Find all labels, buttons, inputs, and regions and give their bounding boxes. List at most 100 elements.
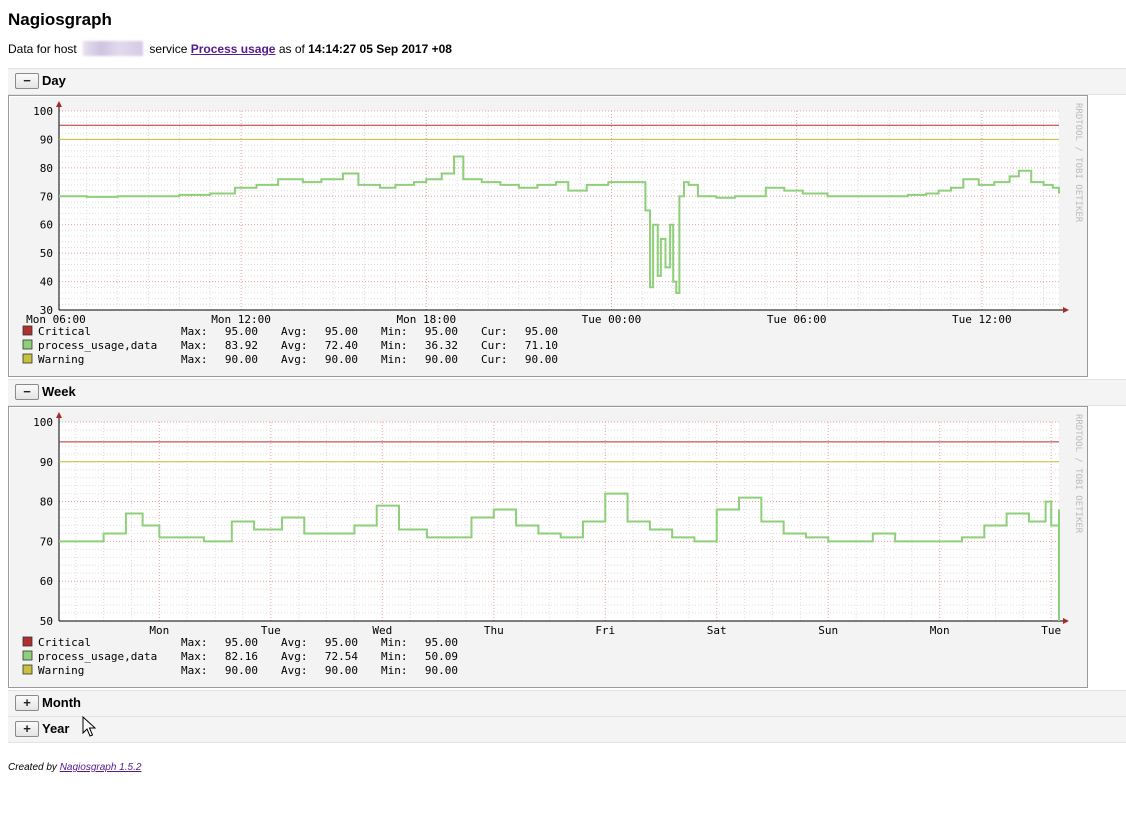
legend-min-label: Min: <box>381 664 408 677</box>
legend-max-label: Max: <box>181 636 208 649</box>
as-of-label: as of <box>278 42 305 56</box>
rrdtool-watermark: RRDTOOL / TOBI OETIKER <box>1073 414 1083 534</box>
page-subtitle: Data for host service Process usage as o… <box>8 41 452 56</box>
legend-avg-label: Avg: <box>281 650 308 663</box>
legend-min-value: 95.00 <box>425 636 458 649</box>
legend-min-value: 90.00 <box>425 664 458 677</box>
x-axis-arrow-icon <box>1063 307 1069 313</box>
y-tick-label: 50 <box>40 615 53 628</box>
footer-nagiosgraph-link[interactable]: Nagiosgraph 1.5.2 <box>59 762 142 773</box>
data-for-label: Data for host <box>8 42 77 56</box>
series-line-1 <box>59 155 1060 294</box>
x-tick-label: Mon <box>930 624 950 637</box>
y-tick-label: 90 <box>40 456 53 469</box>
collapse-toggle-week[interactable]: − <box>15 384 39 400</box>
plot-area <box>59 111 1059 310</box>
legend-max-label: Max: <box>181 353 208 366</box>
section-year-label: Year <box>42 721 70 736</box>
y-tick-label: 90 <box>40 133 53 146</box>
legend-avg-value: 95.00 <box>325 325 358 338</box>
legend-cur-value: 95.00 <box>525 325 558 338</box>
x-tick-label: Sun <box>818 624 838 637</box>
section-year-header[interactable]: + Year <box>8 716 1126 743</box>
x-tick-label: Tue 12:00 <box>952 313 1012 326</box>
week-graph: 50 60 70 80 90 100 Mon Tue Wed Thu Fri Sat Sun Mon Tue… <box>8 406 1088 688</box>
legend-max-label: Max: <box>181 325 208 338</box>
section-month-label: Month <box>42 695 81 710</box>
expand-toggle-month[interactable]: + <box>15 695 39 711</box>
week-chart-svg: 50 60 70 80 90 100 Mon Tue Wed Thu Fri Sat Sun Mon Tue… <box>22 412 1083 677</box>
series-line-1 <box>59 492 1060 621</box>
legend-avg-value: 90.00 <box>325 353 358 366</box>
x-tick-label: Sat <box>707 624 727 637</box>
x-tick-label: Tue 06:00 <box>767 313 827 326</box>
rrdtool-watermark: RRDTOOL / TOBI OETIKER <box>1073 103 1083 223</box>
y-tick-label: 60 <box>40 219 53 232</box>
legend-avg-label: Avg: <box>281 664 308 677</box>
legend-name: process_usage,data <box>38 650 157 663</box>
legend-swatch <box>22 636 33 647</box>
x-tick-label: Tue <box>1041 624 1061 637</box>
legend-cur-value: 90.00 <box>525 353 558 366</box>
legend-name: Critical <box>38 325 91 338</box>
y-tick-label: 100 <box>33 105 53 118</box>
page-title: Nagiosgraph <box>8 10 112 29</box>
legend-avg-value: 95.00 <box>325 636 358 649</box>
y-tick-label: 100 <box>33 416 53 429</box>
expand-toggle-year[interactable]: + <box>15 721 39 737</box>
legend-max-label: Max: <box>181 650 208 663</box>
legend-avg-value: 72.40 <box>325 339 358 352</box>
legend-min-label: Min: <box>381 650 408 663</box>
legend-cur-label: Cur: <box>481 325 508 338</box>
y-tick-label: 40 <box>40 276 53 289</box>
legend-avg-label: Avg: <box>281 353 308 366</box>
y-tick-label: 60 <box>40 575 53 588</box>
service-label: service <box>149 42 188 56</box>
legend-max-label: Max: <box>181 339 208 352</box>
section-week-label: Week <box>42 384 76 399</box>
section-week-header[interactable]: − Week <box>8 379 1126 406</box>
legend-swatch <box>22 650 33 661</box>
legend-swatch <box>22 339 33 350</box>
day-graph: 30 40 50 60 70 80 90 100 Mon 06:00 Mon 12:00 Mon 1… <box>8 95 1088 377</box>
legend-cur-label: Cur: <box>481 353 508 366</box>
x-tick-label: Thu <box>484 624 504 637</box>
legend-name: Warning <box>38 664 84 677</box>
legend-max-value: 95.00 <box>225 325 258 338</box>
x-axis-arrow-icon <box>1063 618 1069 624</box>
y-tick-label: 30 <box>40 304 53 317</box>
y-tick-label: 70 <box>40 190 53 203</box>
legend-max-label: Max: <box>181 664 208 677</box>
x-tick-label: Tue 00:00 <box>582 313 642 326</box>
legend-min-label: Min: <box>381 353 408 366</box>
legend-min-value: 95.00 <box>425 325 458 338</box>
x-tick-label: Wed <box>372 624 392 637</box>
legend-max-value: 95.00 <box>225 636 258 649</box>
redacted-host <box>83 41 144 56</box>
plot-area <box>59 422 1059 621</box>
legend-avg-value: 72.54 <box>325 650 358 663</box>
legend-min-label: Min: <box>381 325 408 338</box>
collapse-toggle-day[interactable]: − <box>15 73 39 89</box>
x-tick-label: Mon 18:00 <box>396 313 456 326</box>
legend-cur-value: 71.10 <box>525 339 558 352</box>
section-day-header[interactable]: − Day <box>8 68 1126 95</box>
legend-avg-label: Avg: <box>281 339 308 352</box>
footer-created-by: Created by <box>8 762 57 773</box>
mouse-cursor-icon <box>82 716 96 737</box>
section-month-header[interactable]: + Month <box>8 690 1126 717</box>
x-tick-label: Tue <box>261 624 281 637</box>
legend-min-value: 50.09 <box>425 650 458 663</box>
legend-name: Warning <box>38 353 84 366</box>
legend-avg-label: Avg: <box>281 325 308 338</box>
legend-max-value: 82.16 <box>225 650 258 663</box>
service-link[interactable]: Process usage <box>190 42 276 56</box>
legend-swatch <box>22 325 33 336</box>
y-tick-label: 80 <box>40 496 53 509</box>
legend-max-value: 90.00 <box>225 353 258 366</box>
legend-swatch <box>22 353 33 364</box>
legend-avg-value: 90.00 <box>325 664 358 677</box>
y-tick-label: 50 <box>40 247 53 260</box>
y-axis-arrow-icon <box>56 412 62 418</box>
legend-avg-label: Avg: <box>281 636 308 649</box>
